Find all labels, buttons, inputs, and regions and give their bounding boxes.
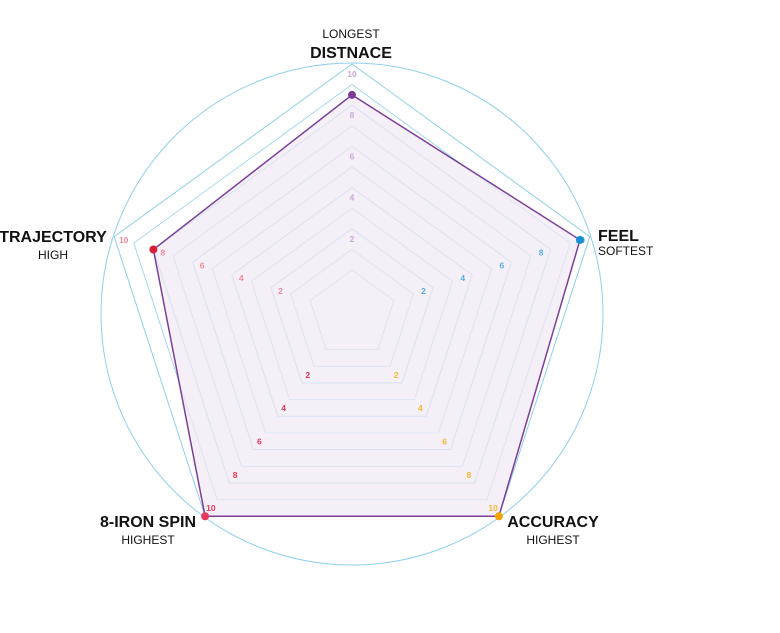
tick-label-spin-2: 2 bbox=[305, 370, 310, 380]
tick-label-trajectory-6: 6 bbox=[200, 260, 205, 270]
axis-title-accuracy: ACCURACY bbox=[507, 514, 599, 531]
tick-label-trajectory-4: 4 bbox=[239, 273, 244, 283]
tick-labels: 246810246810246810246810246810 bbox=[119, 69, 585, 513]
tick-label-accuracy-4: 4 bbox=[418, 403, 423, 413]
tick-label-spin-6: 6 bbox=[257, 437, 262, 447]
outer-circle bbox=[100, 62, 604, 566]
tick-label-distance-4: 4 bbox=[350, 193, 355, 203]
tick-label-trajectory-10: 10 bbox=[119, 235, 129, 245]
axis-title-feel: FEEL bbox=[598, 228, 639, 245]
axis-subtitle-trajectory: HIGH bbox=[38, 248, 68, 262]
tick-label-distance-10: 10 bbox=[347, 69, 357, 79]
tick-label-feel-2: 2 bbox=[421, 286, 426, 296]
tick-label-accuracy-10: 10 bbox=[488, 503, 498, 513]
axis-title-distance: DISTNACE bbox=[310, 45, 392, 62]
axis-subtitle-spin: HIGHEST bbox=[121, 533, 175, 547]
tick-label-accuracy-6: 6 bbox=[442, 437, 447, 447]
axis-subtitle-accuracy: HIGHEST bbox=[526, 533, 580, 547]
tick-label-trajectory-2: 2 bbox=[278, 286, 283, 296]
tick-label-accuracy-8: 8 bbox=[467, 470, 472, 480]
tick-label-trajectory-8: 8 bbox=[161, 248, 166, 258]
tick-label-feel-8: 8 bbox=[539, 248, 544, 258]
tick-label-spin-10: 10 bbox=[206, 503, 216, 513]
data-area bbox=[152, 93, 581, 518]
data-point-trajectory bbox=[149, 245, 158, 254]
tick-label-distance-6: 6 bbox=[350, 151, 355, 161]
tick-label-distance-2: 2 bbox=[350, 234, 355, 244]
data-point-accuracy bbox=[494, 512, 503, 521]
tick-label-accuracy-2: 2 bbox=[394, 370, 399, 380]
tick-label-spin-8: 8 bbox=[233, 470, 238, 480]
data-point-feel bbox=[576, 235, 584, 244]
data-points bbox=[149, 90, 584, 521]
tick-label-feel-4: 4 bbox=[460, 273, 465, 283]
data-point-distance bbox=[348, 90, 356, 99]
axis-title-trajectory: TRAJECTORY bbox=[0, 229, 107, 246]
tick-label-feel-6: 6 bbox=[500, 260, 505, 270]
tick-label-spin-4: 4 bbox=[281, 403, 286, 413]
data-point-spin bbox=[201, 512, 210, 521]
axis-subtitle-distance: LONGEST bbox=[322, 27, 380, 41]
tick-label-distance-8: 8 bbox=[350, 110, 355, 120]
axis-title-spin: 8-IRON SPIN bbox=[100, 514, 196, 531]
axis-subtitle-feel: SOFTEST bbox=[598, 244, 654, 258]
